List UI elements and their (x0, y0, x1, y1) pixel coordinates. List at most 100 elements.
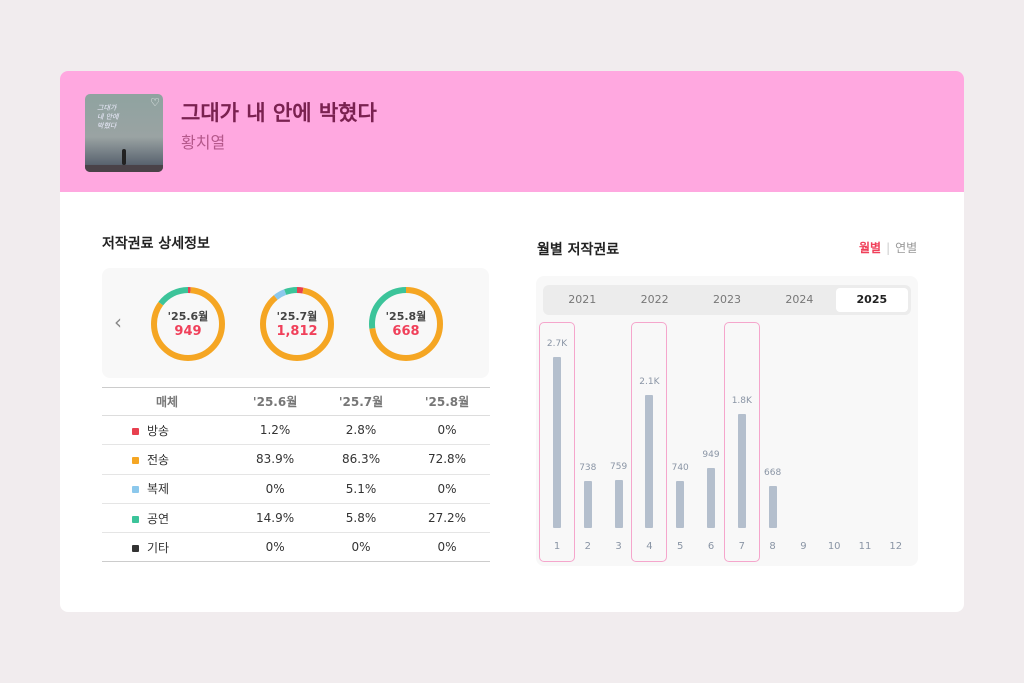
toggle-monthly[interactable]: 월별 (859, 241, 882, 255)
highlight-box (723, 322, 760, 562)
legend-swatch (132, 486, 139, 494)
share-cell: 0% (232, 474, 319, 504)
bar[interactable] (737, 414, 746, 528)
month-label: 3 (615, 541, 622, 552)
bar-label: 2.1K (639, 377, 660, 387)
month-label: 8 (769, 541, 776, 552)
share-cell: 0% (318, 532, 405, 563)
bar[interactable] (707, 467, 715, 528)
month-label: 5 (677, 541, 684, 552)
cover-lettering: 그대가 내 안에 박혔다 (97, 104, 119, 130)
share-cell: 5.8% (318, 503, 405, 534)
monthly-chart: 2021 2022 2023 2024 2025 2.7K 1 738 2 759 3 2.1K 4 7… (536, 276, 918, 566)
media-label: 공연 (147, 511, 170, 526)
share-cell: 27.2% (404, 503, 490, 534)
bar-label: 740 (671, 463, 689, 474)
table-row: 공연 14.9% 5.8% 27.2% (102, 503, 490, 534)
month-label: 4 (646, 541, 653, 552)
donut-chart[interactable]: '25.6월 949 (148, 284, 228, 364)
col-header: 매체 (102, 387, 233, 416)
share-cell: 0% (404, 415, 490, 446)
chevron-left-icon[interactable]: ‹ (114, 310, 122, 334)
bar[interactable] (583, 481, 592, 528)
bar[interactable] (645, 395, 654, 528)
share-cell: 2.8% (318, 415, 405, 446)
monthly-title: 월별 저작권료 (537, 242, 620, 258)
bar-label: 738 (579, 463, 597, 474)
bar[interactable] (768, 485, 777, 528)
donut-chart[interactable]: '25.7월 1,812 (257, 284, 337, 364)
col-header: '25.7월 (318, 387, 405, 416)
bar[interactable] (553, 357, 561, 528)
col-header: '25.8월 (404, 387, 490, 416)
media-label: 방송 (147, 423, 170, 438)
legend-swatch (132, 515, 139, 523)
month-label: 11 (858, 541, 872, 552)
donut-segment (151, 287, 225, 361)
bar-label: 668 (764, 467, 782, 478)
share-cell: 72.8% (404, 444, 490, 475)
song-card: 그대가 내 안에 박혔다 ♡ 그대가 내 안에 박혔다 황치열 저작권료 상세정보 … (60, 71, 964, 612)
bar[interactable] (614, 479, 623, 528)
media-label: 기타 (147, 540, 170, 555)
year-tab-2022[interactable]: 2022 (640, 293, 669, 306)
table-row: 기타 0% 0% 0% (102, 532, 490, 563)
legend-swatch (132, 544, 139, 552)
month-label: 6 (707, 541, 715, 552)
legend-swatch (132, 456, 139, 464)
heart-icon[interactable]: ♡ (150, 96, 160, 109)
donut-month: '25.7월 (276, 310, 318, 323)
period-toggle: 월별 | 연별 (859, 241, 918, 255)
share-cell: 0% (404, 532, 490, 563)
donut-segment (369, 287, 443, 361)
col-header: '25.6월 (232, 387, 319, 416)
media-label: 복제 (147, 482, 170, 497)
month-label: 12 (889, 541, 903, 552)
share-cell: 86.3% (318, 444, 405, 475)
table-row: 방송 1.2% 2.8% 0% (102, 415, 490, 446)
table-row: 복제 0% 5.1% 0% (102, 474, 490, 504)
details-title: 저작권료 상세정보 (102, 236, 210, 252)
song-header: 그대가 내 안에 박혔다 ♡ 그대가 내 안에 박혔다 황치열 (60, 71, 964, 192)
year-tabs: 2021 2022 2023 2024 2025 (543, 285, 911, 315)
donut-segment (151, 287, 225, 361)
donut-panel: ‹ '25.6월 949 '25.7월 1,812 '25.8월 668 (102, 268, 489, 378)
donut-chart[interactable]: '25.8월 668 (366, 284, 446, 364)
month-label: 1 (553, 541, 561, 552)
donut-month: '25.8월 (385, 310, 427, 323)
share-cell: 83.9% (232, 444, 319, 475)
share-cell: 5.1% (318, 474, 405, 504)
bar-label: 2.7K (546, 339, 568, 349)
legend-swatch (132, 427, 139, 435)
share-cell: 14.9% (232, 503, 319, 534)
donut-value: 949 (174, 324, 202, 339)
song-title: 그대가 내 안에 박혔다 (181, 101, 377, 125)
bar-label: 949 (702, 449, 720, 460)
donut-segment (260, 287, 334, 361)
year-tab-2021[interactable]: 2021 (568, 293, 597, 306)
month-label: 9 (800, 541, 807, 552)
bar-label: 1.8K (731, 396, 752, 406)
donut-month: '25.6월 (167, 310, 209, 323)
bar-label: 759 (610, 461, 628, 472)
toggle-yearly[interactable]: 연별 (895, 241, 918, 255)
highlight-box (631, 322, 668, 562)
share-cell: 0% (232, 532, 319, 563)
bar[interactable] (676, 481, 685, 528)
album-cover: 그대가 내 안에 박혔다 ♡ (85, 94, 163, 172)
share-cell: 0% (404, 474, 490, 504)
month-label: 10 (827, 541, 841, 552)
media-label: 전송 (147, 452, 170, 467)
year-tab-2025[interactable]: 2025 (835, 288, 909, 312)
highlight-box (539, 322, 575, 562)
donut-value: 668 (392, 324, 420, 339)
donut-segment (260, 287, 334, 361)
share-cell: 1.2% (232, 415, 319, 446)
year-tab-2023[interactable]: 2023 (713, 293, 742, 306)
table-row: 전송 83.9% 86.3% 72.8% (102, 444, 490, 475)
artist-name[interactable]: 황치열 (181, 133, 226, 152)
year-tab-2024[interactable]: 2024 (785, 293, 814, 306)
donut-value: 1,812 (276, 324, 318, 339)
share-table: 매체 '25.6월 '25.7월 '25.8월 방송 1.2% 2.8% 0% 전송 83… (102, 387, 490, 563)
month-label: 7 (738, 541, 745, 552)
